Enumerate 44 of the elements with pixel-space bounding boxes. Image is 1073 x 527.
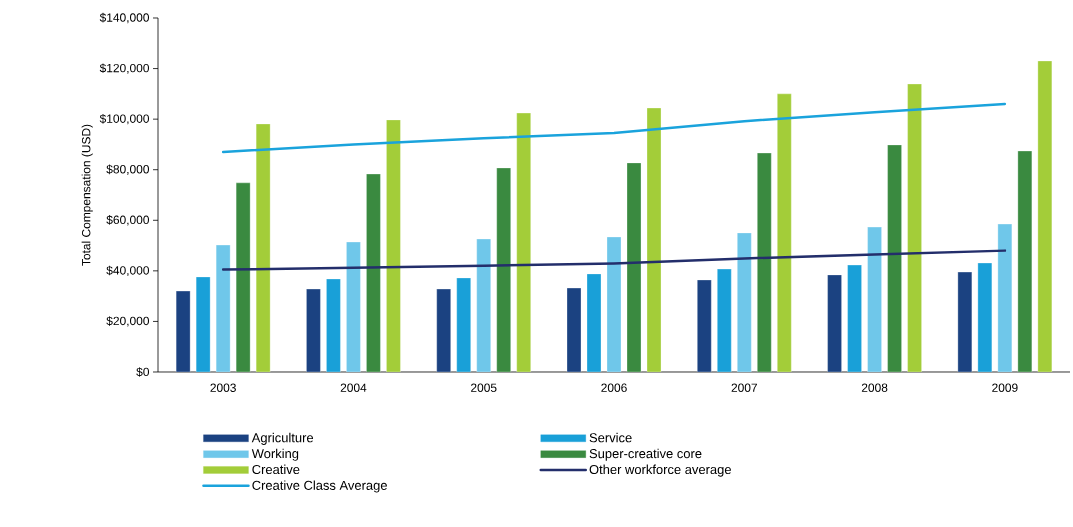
y-tick-label: $120,000 [99, 63, 150, 74]
bar [346, 241, 361, 372]
bar [907, 83, 922, 372]
y-tick-label: $20,000 [106, 316, 150, 327]
bar [456, 277, 471, 372]
legend-label: Service [589, 432, 632, 443]
y-tick-label: $40,000 [106, 265, 150, 277]
y-tick-label: $0 [136, 367, 150, 377]
legend-label: Agriculture [251, 432, 314, 445]
bar [827, 274, 842, 372]
legend-label: Other workforce average [589, 464, 731, 477]
x-tick-label: 2003 [210, 383, 236, 392]
line-series [221, 102, 1007, 154]
y-tick-label: $100,000 [99, 113, 150, 125]
x-tick-label: 2007 [731, 383, 757, 392]
legend-label: Creative Class Average [252, 480, 387, 493]
legend-label: Super-creative core [589, 448, 702, 461]
bar [436, 288, 451, 372]
y-tick-label: $80,000 [106, 164, 150, 175]
bar [867, 226, 882, 372]
line-series [221, 249, 1007, 271]
bar [326, 278, 341, 372]
x-tick-label: 2009 [992, 383, 1018, 392]
y-axis-title: Total Compensation (USD) [81, 124, 93, 266]
bar [386, 119, 401, 372]
bar [476, 238, 491, 372]
legend-label: Working [251, 448, 299, 461]
bar [516, 112, 531, 372]
bar [757, 152, 772, 372]
x-tick-label: 2004 [340, 383, 367, 392]
x-tick-label: 2006 [601, 383, 627, 392]
bar [496, 167, 511, 372]
y-tick-label: $140,000 [99, 12, 150, 24]
bar [366, 173, 381, 372]
bar [777, 93, 792, 372]
legend-label: Creative [252, 464, 300, 475]
bar [717, 268, 732, 372]
bar [847, 264, 862, 372]
x-tick-label: 2008 [861, 383, 888, 392]
x-tick-label: 2005 [471, 383, 497, 392]
bar [887, 144, 902, 372]
y-tick-label: $60,000 [106, 215, 150, 226]
bar [306, 288, 321, 372]
bar [697, 279, 712, 372]
